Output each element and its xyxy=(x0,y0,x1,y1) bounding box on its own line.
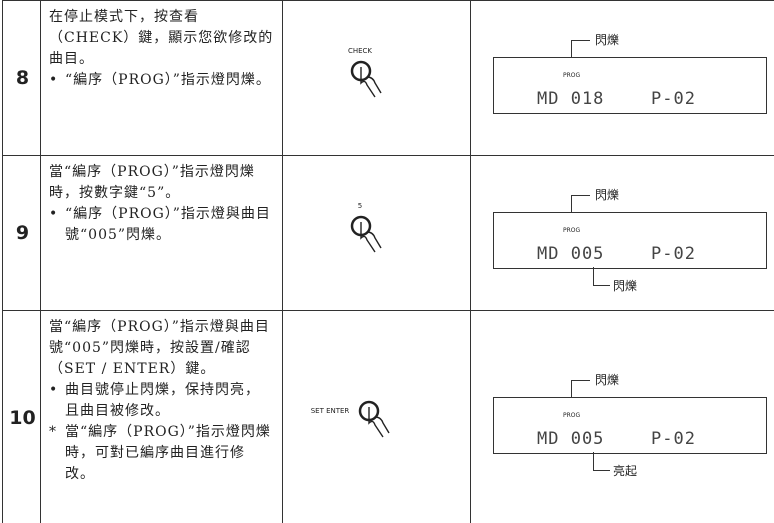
step-number: 10 xyxy=(9,407,36,429)
finger xyxy=(360,221,382,252)
top-label: 閃爍 xyxy=(595,187,620,202)
display-cell: 閃爍 PROG MD 005 P-02 閃爍 xyxy=(470,155,774,310)
note-text: “編序（PROG）”指示燈閃爍。 xyxy=(65,72,271,88)
button-cell: CHECK xyxy=(282,0,470,155)
instruction: 當“編序（PROG）”指示燈與曲目號“005”閃爍時，按設置/確認（SET / … xyxy=(49,319,270,377)
bottom-label: 亮起 xyxy=(613,463,638,478)
step-cell: 10 xyxy=(2,310,42,523)
leader-bottom xyxy=(593,266,610,286)
hand-icon xyxy=(355,397,405,451)
lcd-frame xyxy=(493,396,767,454)
hand-icon xyxy=(347,57,397,111)
indicator: PROG xyxy=(563,411,581,419)
note-text: 當“編序（PROG）”指示燈閃爍時，可對已編序曲目進行修改。 xyxy=(65,424,271,482)
segment-right: P-02 xyxy=(651,428,696,449)
lcd-frame xyxy=(493,56,767,114)
button-cell: SET ENTER xyxy=(282,310,470,523)
display-cell: 閃爍 PROG MD 018 P-02 xyxy=(470,0,774,155)
step-cell: 9 xyxy=(2,155,42,310)
button-cell: 5 xyxy=(282,155,470,310)
button-label: 5 xyxy=(357,201,363,210)
segment-left: MD 018 xyxy=(537,88,605,109)
note-text: 曲目號停止閃爍，保持閃亮，且曲目被修改。 xyxy=(65,382,260,419)
segment-right: P-02 xyxy=(651,243,696,264)
segment-left: MD 005 xyxy=(537,428,605,449)
step-number: 8 xyxy=(15,67,30,89)
segment-right: P-02 xyxy=(651,88,696,109)
hand-svg xyxy=(350,60,382,97)
hand-svg xyxy=(350,215,382,252)
button-label: CHECK xyxy=(347,46,373,55)
instruction-cell: 在停止模式下，按查看（CHECK）鍵，顯示您欲修改的曲目。 • “編序（PROG）”… xyxy=(40,0,282,155)
instruction-cell: 當“編序（PROG）”指示燈閃爍時，按數字鍵“5”。 • “編序（PROG）”指示燈… xyxy=(40,155,282,310)
note: • “編序（PROG）”指示燈與曲目號“005”閃爍。 xyxy=(49,204,274,246)
note: • 曲目號停止閃爍，保持閃亮，且曲目被修改。 xyxy=(49,380,274,422)
finger xyxy=(368,406,390,437)
finger xyxy=(360,66,382,97)
top-label: 閃爍 xyxy=(595,32,620,47)
bottom-label: 閃爍 xyxy=(613,278,638,293)
segment-left: MD 005 xyxy=(537,243,605,264)
note-marker: • xyxy=(49,72,59,88)
instruction: 當“編序（PROG）”指示燈閃爍時，按數字鍵“5”。 xyxy=(49,164,255,201)
button-label: SET ENTER xyxy=(310,406,350,415)
leader-top xyxy=(571,194,590,213)
leader-top xyxy=(571,39,590,58)
note-text: “編序（PROG）”指示燈與曲目號“005”閃爍。 xyxy=(65,206,271,243)
leader-bottom xyxy=(593,451,610,471)
note-marker: * xyxy=(49,424,57,440)
note: • “編序（PROG）”指示燈閃爍。 xyxy=(49,70,274,91)
top-label: 閃爍 xyxy=(595,372,620,387)
hand-svg xyxy=(358,400,390,437)
indicator: PROG xyxy=(563,71,581,79)
instruction: 在停止模式下，按查看（CHECK）鍵，顯示您欲修改的曲目。 xyxy=(49,9,274,67)
note-marker: • xyxy=(49,206,59,222)
note-marker: • xyxy=(49,382,59,398)
display-cell: 閃爍 PROG MD 005 P-02 亮起 xyxy=(470,310,774,523)
leader-top xyxy=(571,379,590,398)
indicator: PROG xyxy=(563,226,581,234)
note: * 當“編序（PROG）”指示燈閃爍時，可對已編序曲目進行修改。 xyxy=(49,422,274,485)
instruction-cell: 當“編序（PROG）”指示燈與曲目號“005”閃爍時，按設置/確認（SET / … xyxy=(40,310,282,523)
step-number: 9 xyxy=(15,222,30,244)
lcd-frame xyxy=(493,211,767,269)
hand-icon xyxy=(347,212,397,266)
step-cell: 8 xyxy=(2,0,42,155)
